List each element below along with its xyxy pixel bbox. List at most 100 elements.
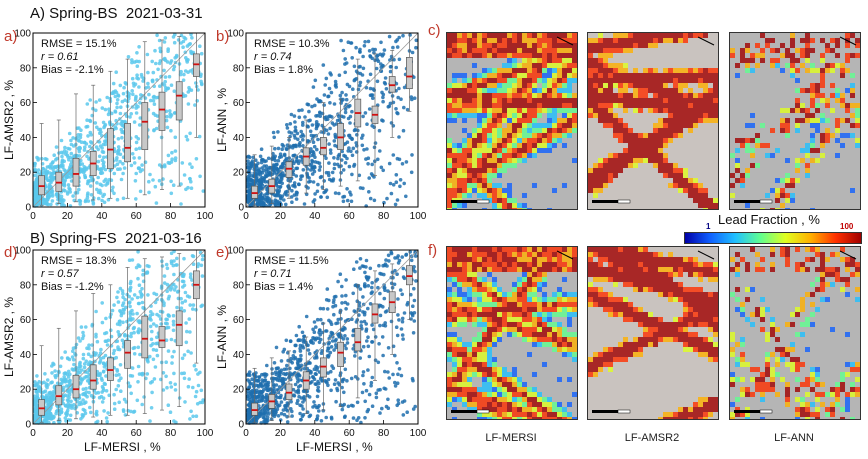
map-cell: [512, 68, 517, 73]
scatter-point: [268, 387, 272, 391]
scatter-point: [306, 348, 311, 352]
scatter-point: [44, 172, 49, 176]
map-cell: [487, 33, 492, 38]
scatter-point: [151, 347, 156, 352]
map-cell: [542, 88, 547, 93]
scatter-point: [307, 109, 311, 114]
map-cell: [608, 43, 613, 48]
map-cell: [522, 38, 527, 43]
scatter-point: [325, 348, 330, 353]
scatter-point: [377, 342, 381, 346]
map-cell: [447, 173, 452, 178]
map-cell: [472, 168, 477, 173]
scatter-point: [294, 343, 298, 348]
scatter-point: [341, 48, 346, 53]
scatter-point: [333, 378, 338, 382]
scatter-point: [116, 300, 121, 304]
scatter-point: [367, 392, 372, 397]
scatter-point: [354, 77, 359, 81]
map-canvas: [588, 33, 718, 209]
scatter-point: [335, 162, 340, 167]
scatter-point: [179, 41, 183, 45]
scatter-point: [395, 361, 399, 365]
scatter-point: [98, 144, 103, 148]
map-cell: [487, 193, 492, 198]
map-cell: [497, 208, 502, 209]
scatter-point: [48, 411, 53, 416]
scatter-point: [104, 316, 108, 321]
scatter-point: [104, 374, 108, 378]
scatter-point: [120, 338, 125, 343]
map-cell: [532, 73, 537, 78]
scatter-point: [199, 304, 203, 309]
scatter-point: [382, 386, 387, 391]
x-tick-label: 60: [131, 428, 143, 439]
scatter-point: [396, 254, 401, 258]
map-cell: [547, 113, 552, 118]
map-cell: [507, 163, 512, 168]
scatter-point: [149, 310, 153, 314]
scatter-point: [137, 85, 141, 89]
scatter-point: [182, 256, 186, 261]
scatter-point: [71, 136, 75, 140]
map-cell: [562, 128, 567, 133]
scatter-point: [367, 176, 372, 180]
map-cell: [537, 113, 542, 118]
scatter-point: [402, 85, 407, 90]
scatter-point: [99, 356, 103, 361]
map-cell: [643, 33, 648, 38]
scatter-point: [136, 301, 141, 306]
map-cell: [447, 153, 452, 158]
map-cell: [618, 33, 623, 38]
scatter-point: [311, 85, 316, 89]
scatter-point: [96, 159, 101, 164]
stats-line: r = 0.71: [254, 268, 292, 280]
scatter-point: [162, 163, 167, 167]
map-cell: [452, 178, 457, 183]
scatter-point: [35, 374, 39, 378]
map-cell: [613, 68, 618, 73]
map-cell: [562, 43, 567, 48]
scatter-point: [183, 400, 187, 404]
map-cell: [507, 63, 512, 68]
scatter-point: [85, 195, 90, 200]
scatter-point: [376, 157, 380, 162]
map-cell: [663, 38, 668, 43]
scatter-point: [131, 326, 136, 331]
map-cell: [552, 188, 557, 193]
scatter-point: [329, 151, 333, 155]
map-cell: [552, 73, 557, 78]
scatter-point: [274, 345, 279, 350]
map-cell: [512, 78, 517, 83]
scatter-point: [104, 389, 109, 393]
scatter-point: [333, 79, 338, 84]
map-cell: [527, 118, 532, 123]
map-cell: [502, 168, 507, 173]
scatter-point: [65, 192, 70, 196]
scatter-point: [302, 395, 306, 399]
map-cell: [547, 108, 552, 113]
scatter-point: [365, 147, 369, 151]
scatter-point: [53, 375, 58, 380]
scatter-point: [343, 300, 348, 305]
map-cell: [477, 168, 482, 173]
map-cell: [507, 98, 512, 103]
scatter-point: [141, 272, 145, 277]
scatter-point: [64, 371, 68, 376]
scatter-point: [128, 289, 132, 293]
map-cell: [537, 138, 542, 143]
map-cell: [567, 68, 572, 73]
scatter-point: [317, 403, 321, 408]
scatter-point: [199, 51, 204, 56]
scatter-point: [195, 99, 199, 103]
scatter-point: [361, 373, 365, 378]
scatter-point: [362, 44, 367, 48]
map-cell: [497, 83, 502, 88]
scatter-point: [81, 392, 85, 397]
map-cell: [688, 68, 693, 73]
scatter-point: [157, 163, 162, 167]
scatter-point: [201, 253, 205, 258]
scatter-point: [112, 164, 117, 168]
scatter-point: [121, 91, 126, 96]
scatter-point: [254, 420, 259, 424]
